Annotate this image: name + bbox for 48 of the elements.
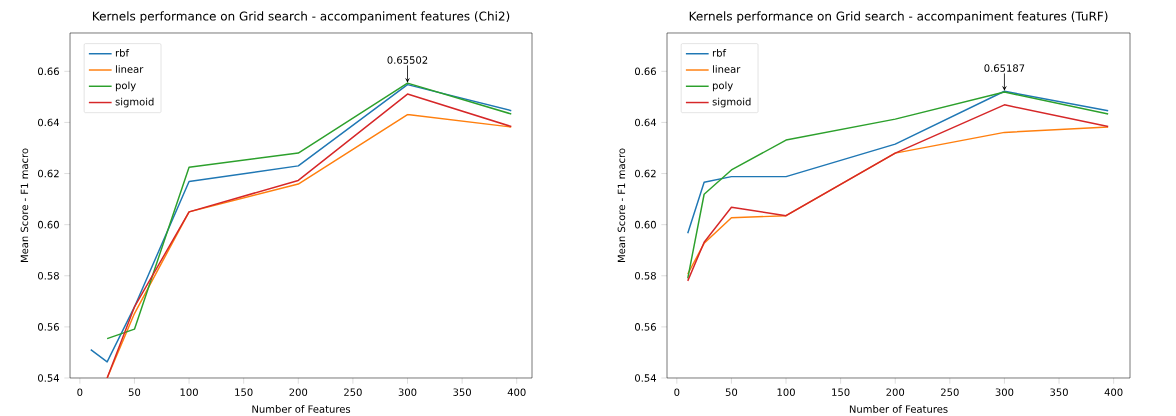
chart-title: Kernels performance on Grid search - accompaniment features (Chi2) xyxy=(92,11,510,23)
legend-label: rbf xyxy=(712,48,727,57)
x-tick-label: 250 xyxy=(941,388,959,396)
y-tick-label: 0.54 xyxy=(635,374,657,382)
x-tick-label: 200 xyxy=(289,388,308,396)
legend-label: poly xyxy=(115,81,136,92)
x-tick-label: 350 xyxy=(1050,388,1068,396)
y-tick-label: 0.56 xyxy=(635,323,656,331)
annotation: 0.65502 xyxy=(387,56,428,64)
y-tick-label: 0.56 xyxy=(38,323,59,331)
y-tick-label: 0.66 xyxy=(635,67,656,76)
x-axis-title: Number of Features xyxy=(252,405,351,413)
x-tick-label: 150 xyxy=(235,388,253,396)
x-tick-label: 300 xyxy=(398,388,417,396)
legend-label: sigmoid xyxy=(115,97,154,108)
annotation: 0.65187 xyxy=(984,64,1025,72)
x-axis-title: Number of Features xyxy=(849,405,948,413)
legend-label: linear xyxy=(713,65,741,73)
x-tick-label: 100 xyxy=(180,388,198,396)
legend-label: poly xyxy=(712,81,733,92)
x-tick-label: 100 xyxy=(777,388,795,396)
x-tick-label: 400 xyxy=(507,388,526,396)
y-axis-title: Mean Score - F1 macro xyxy=(617,148,626,263)
legend-label: sigmoid xyxy=(712,97,751,108)
x-tick-label: 300 xyxy=(995,388,1014,396)
y-tick-label: 0.62 xyxy=(38,169,59,178)
y-tick-label: 0.54 xyxy=(38,374,60,382)
y-axis-title: Mean Score - F1 macro xyxy=(20,148,29,263)
y-tick-label: 0.60 xyxy=(38,220,59,229)
x-tick-label: 50 xyxy=(725,388,738,396)
y-tick-label: 0.58 xyxy=(635,271,656,280)
y-tick-label: 0.62 xyxy=(635,169,656,178)
y-tick-label: 0.58 xyxy=(38,271,59,280)
x-tick-label: 0 xyxy=(674,388,680,396)
x-tick-label: 350 xyxy=(453,388,471,396)
y-tick-label: 0.64 xyxy=(635,118,657,127)
x-tick-label: 150 xyxy=(832,388,850,396)
x-tick-label: 400 xyxy=(1104,388,1123,396)
x-tick-label: 50 xyxy=(128,388,141,396)
y-tick-label: 0.66 xyxy=(38,67,59,76)
x-tick-label: 250 xyxy=(344,388,362,396)
x-tick-label: 200 xyxy=(886,388,905,396)
y-tick-label: 0.64 xyxy=(38,118,60,127)
chart-title: Kernels performance on Grid search - accompaniment features (TuRF) xyxy=(689,11,1108,23)
legend-label: rbf xyxy=(115,48,130,57)
x-tick-label: 0 xyxy=(77,388,83,396)
legend-label: linear xyxy=(115,65,144,73)
y-tick-label: 0.60 xyxy=(635,220,656,229)
